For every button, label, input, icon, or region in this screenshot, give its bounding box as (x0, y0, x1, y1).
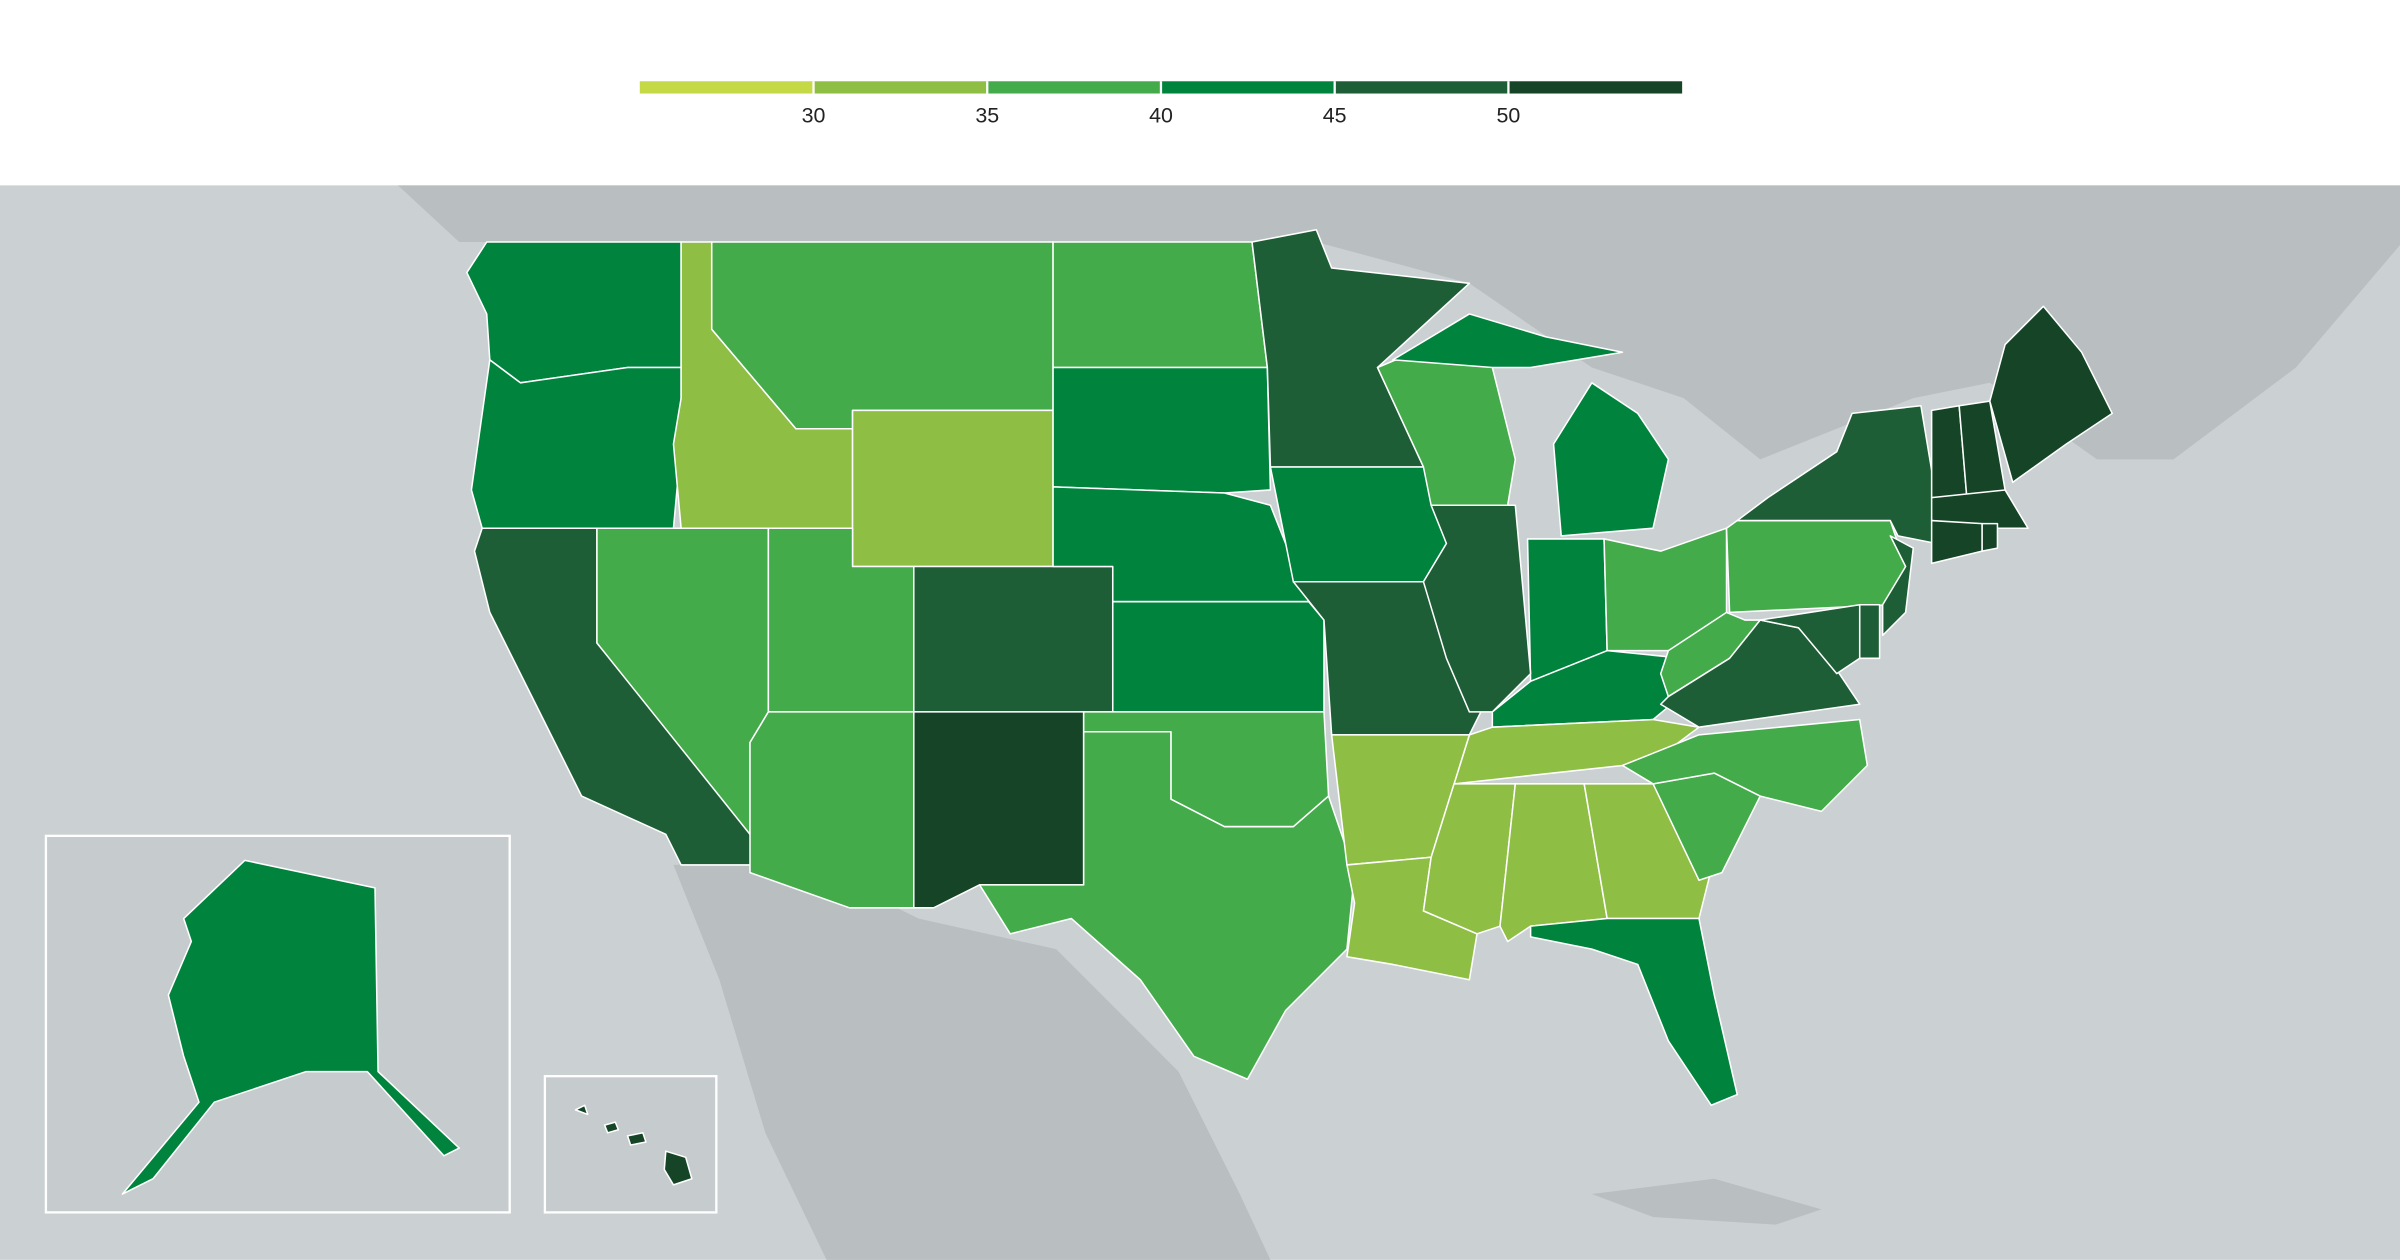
state (121, 859, 460, 1195)
mexico (673, 857, 1271, 1260)
legend-swatch (1160, 81, 1335, 94)
legend-tick-label: 50 (1497, 104, 1521, 128)
state (1529, 917, 1739, 1107)
canada (0, 185, 2400, 460)
state (978, 731, 1356, 1080)
state (1453, 718, 1700, 785)
state (1422, 504, 1532, 713)
state (466, 241, 682, 384)
legend-tick-label: 35 (975, 104, 999, 128)
state (1858, 603, 1881, 660)
legend-swatch (1508, 81, 1683, 94)
state (1269, 466, 1448, 583)
state (1052, 241, 1269, 369)
legend-tick-label: 45 (1323, 104, 1347, 128)
state (851, 409, 1054, 568)
state (574, 1104, 693, 1186)
state (1392, 313, 1670, 537)
state (749, 711, 915, 909)
legend-swatch (813, 81, 988, 94)
legend-swatch (1334, 81, 1509, 94)
state (1981, 522, 1999, 552)
legend: 30 35 40 45 50 (639, 81, 1683, 128)
state (913, 711, 1085, 909)
state (1111, 600, 1325, 713)
inset-states (121, 859, 693, 1195)
state (1725, 519, 1907, 614)
state (1989, 305, 2114, 484)
legend-tick-label: 30 (802, 104, 826, 128)
legend-swatch (639, 81, 814, 94)
legend-swatch (987, 81, 1161, 94)
state (913, 565, 1114, 713)
states (466, 228, 2114, 1107)
cuba (1591, 1178, 1822, 1225)
state (1621, 718, 1869, 813)
legend-tick-label: 40 (1149, 104, 1173, 128)
state (1930, 489, 2029, 529)
state (1759, 603, 1861, 675)
state (1583, 783, 1716, 920)
state (470, 359, 682, 529)
state (1052, 366, 1272, 494)
state (1881, 535, 1915, 637)
